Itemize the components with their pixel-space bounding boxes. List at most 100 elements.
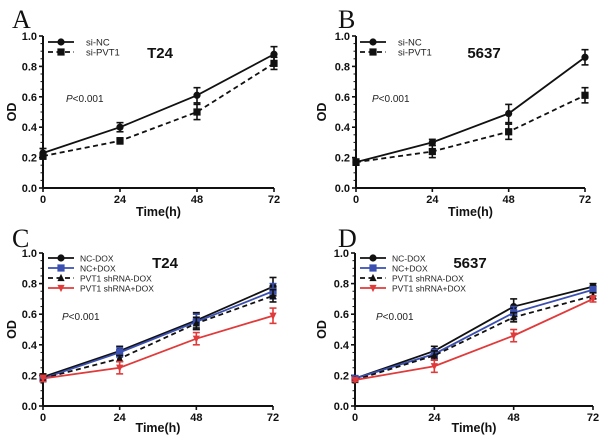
y-tick-label: 0.6	[22, 92, 37, 104]
legend-swatch-marker	[57, 284, 65, 293]
legend-label: PVT1 shRNA+DOX	[392, 284, 466, 294]
y-tick-label: 0.0	[22, 183, 37, 195]
legend-swatch-marker	[57, 48, 65, 56]
series-pvt1-shrna-dox	[351, 295, 597, 385]
data-point	[116, 364, 124, 372]
legend-item: si-PVT1	[360, 48, 432, 59]
x-tick-label: 24	[114, 194, 127, 206]
data-point	[589, 295, 597, 303]
y-tick-label: 1.0	[22, 248, 37, 260]
legend-swatch-marker	[369, 254, 377, 262]
x-axis-title: Time(h)	[136, 205, 181, 219]
legend-item: PVT1 shRNA+DOX	[360, 284, 466, 294]
y-tick-label: 0.6	[22, 309, 37, 321]
y-tick-label: 0.8	[334, 279, 349, 291]
data-point	[270, 59, 278, 67]
series-nc-dox	[39, 276, 277, 381]
data-point	[270, 50, 278, 58]
legend-item: NC-DOX	[360, 254, 426, 264]
series-si-pvt1	[352, 86, 589, 166]
panel-d: D 0.0 0.2 0.4 0.6 0.8 1.0 0 24 48 72 Time(h) OD 5637 P…	[315, 224, 599, 435]
legend-label: PVT1 shRNA-DOX	[80, 274, 152, 284]
legend-item: si-PVT1	[48, 48, 120, 59]
legend-label: NC-DOX	[80, 254, 114, 264]
series-line	[42, 294, 274, 380]
y-tick-label: 0.2	[22, 370, 37, 382]
series-line	[355, 56, 586, 164]
series-line	[355, 94, 586, 164]
series-line	[42, 62, 275, 157]
panel-letter: C	[12, 224, 29, 253]
data-point	[192, 335, 200, 343]
x-tick-label: 0	[352, 412, 358, 424]
x-tick-label: 48	[508, 412, 520, 424]
p-value-annotation: P<0.001	[376, 312, 414, 323]
series-pvt1-shrna-dox	[39, 307, 277, 383]
series-si-nc	[352, 48, 589, 166]
panel-b: B 0.0 0.2 0.4 0.6 0.8 1.0 0 24 48 72 Time(h) OD 5637 P…	[315, 5, 591, 219]
legend-item: NC-DOX	[48, 254, 114, 264]
y-tick-label: 0.0	[335, 183, 350, 195]
panel-letter: A	[12, 5, 31, 34]
data-point	[116, 123, 124, 131]
y-tick-label: 0.8	[335, 61, 350, 73]
data-point	[428, 138, 436, 146]
x-tick-label: 0	[353, 194, 359, 206]
x-tick-label: 72	[579, 194, 591, 206]
data-point	[116, 348, 124, 357]
x-axis-title: Time(h)	[448, 205, 493, 219]
legend-label: si-PVT1	[398, 48, 432, 59]
data-point	[269, 312, 277, 320]
y-axis-title: OD	[315, 320, 329, 339]
y-tick-label: 0.0	[334, 401, 349, 413]
legend-label: NC-DOX	[392, 254, 426, 264]
y-axis-title: OD	[5, 103, 19, 122]
y-axis-title: OD	[315, 103, 329, 122]
data-point	[351, 376, 359, 385]
x-tick-label: 24	[114, 412, 127, 424]
y-tick-label: 0.6	[334, 309, 349, 321]
legend-swatch-marker	[369, 284, 377, 293]
x-axis-title: Time(h)	[136, 421, 181, 435]
data-point	[510, 332, 518, 340]
legend-label: si-PVT1	[86, 48, 120, 59]
legend-item: NC+DOX	[360, 264, 428, 274]
p-value-annotation: P<0.001	[66, 94, 104, 105]
legend-label: NC+DOX	[392, 264, 428, 274]
legend-swatch-marker	[57, 264, 65, 272]
legend-label: si-NC	[86, 38, 110, 49]
p-symbol: P	[66, 94, 73, 105]
legend-label: PVT1 shRNA+DOX	[80, 284, 154, 294]
data-point	[581, 53, 589, 61]
x-tick-label: 24	[426, 194, 439, 206]
p-value: <0.001	[383, 312, 414, 323]
data-point	[510, 313, 518, 321]
legend-swatch-marker	[369, 264, 377, 272]
y-tick-label: 0.4	[335, 122, 351, 134]
x-tick-label: 48	[503, 194, 515, 206]
p-symbol: P	[62, 312, 69, 323]
data-point	[505, 109, 513, 118]
data-point	[352, 158, 360, 166]
data-point	[193, 91, 201, 99]
series-line	[42, 290, 274, 380]
legend-item: NC+DOX	[48, 264, 116, 274]
y-tick-label: 0.2	[334, 370, 349, 382]
data-point	[269, 291, 277, 299]
series-line	[354, 298, 594, 381]
chart-title: T24	[147, 45, 174, 62]
legend-label: si-NC	[398, 38, 422, 49]
p-symbol: P	[372, 94, 379, 105]
legend-item: PVT1 shRNA-DOX	[360, 274, 464, 284]
p-value-annotation: P<0.001	[372, 94, 410, 105]
series-pvt1-shrna-dox	[351, 291, 597, 384]
series-line	[42, 53, 275, 154]
data-point	[430, 351, 438, 359]
y-tick-label: 0.4	[334, 340, 350, 352]
chart-title: 5637	[467, 45, 500, 62]
x-tick-label: 0	[40, 194, 46, 206]
data-point	[428, 147, 436, 156]
y-tick-label: 1.0	[335, 31, 350, 43]
data-point	[39, 152, 47, 160]
